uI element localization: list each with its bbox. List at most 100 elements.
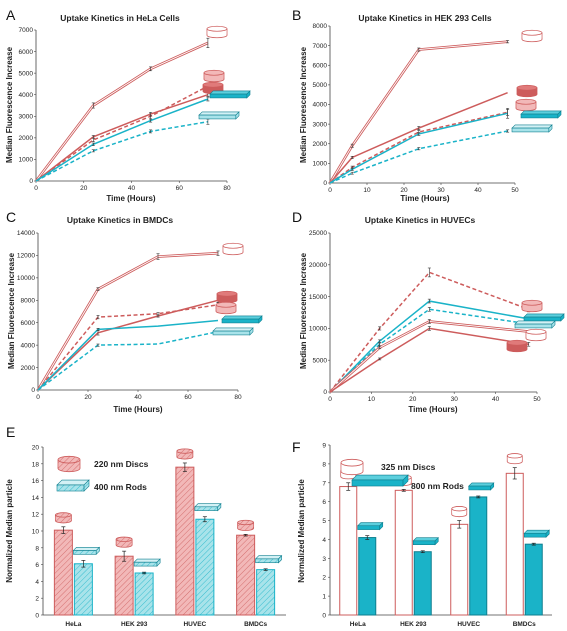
- series-line: [329, 271, 529, 393]
- rod-top: [523, 529, 550, 534]
- rod-face: [73, 550, 97, 555]
- disc-top: [215, 301, 237, 308]
- rod-side: [217, 502, 222, 512]
- rod-top: [514, 320, 556, 325]
- series-line-inner: [35, 42, 209, 182]
- disc-solid-icon: [216, 290, 238, 304]
- disc-fill: [116, 539, 132, 546]
- rod-top: [254, 555, 283, 560]
- category-label: HEK 293: [400, 621, 427, 628]
- disc-outline-icon: [525, 328, 547, 342]
- bar-rect: [524, 543, 543, 616]
- disc-hatched-icon: [54, 512, 72, 524]
- rod-side: [548, 124, 553, 133]
- series-line-outer: [329, 320, 529, 393]
- rod-dashed-icon: [198, 111, 240, 120]
- y-tick-label: 8: [322, 461, 326, 468]
- bar: [194, 502, 222, 616]
- bar: [133, 558, 161, 616]
- bar-rect: [236, 534, 256, 616]
- category-label: BMDCs: [244, 621, 267, 628]
- category-label: HeLa: [65, 621, 81, 628]
- disc-top: [202, 81, 224, 88]
- y-tick-label: 20000: [309, 262, 327, 269]
- x-tick-label: 40: [128, 185, 136, 192]
- rod-solid-icon: [523, 529, 550, 538]
- bar: [175, 448, 195, 616]
- disc-solid-icon: [516, 84, 538, 98]
- x-axis-label: Time (Hours): [106, 194, 156, 203]
- y-tick-label: 6000: [313, 62, 328, 69]
- rod-top: [133, 558, 161, 563]
- y-tick-label: 4000: [19, 92, 34, 99]
- y-axis-label: Median Fluorescence Increase: [299, 46, 308, 163]
- bar-rect: [450, 523, 469, 616]
- disc-top: [515, 98, 537, 105]
- rod-side: [156, 558, 161, 567]
- disc-top: [340, 458, 364, 467]
- x-tick-label: 60: [184, 394, 192, 401]
- disc-fill: [507, 342, 527, 350]
- disc-fill: [216, 304, 236, 312]
- disc-hatched-icon: [115, 536, 133, 548]
- disc-fill: [207, 28, 227, 36]
- rod-hatched-icon: [72, 546, 101, 556]
- disc-outline-icon: [451, 506, 468, 518]
- disc-top: [115, 536, 133, 542]
- rod-hatched-icon: [133, 558, 161, 567]
- panel-f: F 0 1 2 3 4 5 6 7 8 9 Normalized Median particle HeL…: [292, 439, 552, 628]
- rod-top: [198, 111, 240, 116]
- series-teal-solid: [35, 96, 210, 182]
- y-tick-label: 3000: [19, 113, 34, 120]
- y-tick-label: 5000: [313, 82, 328, 89]
- disc-fill: [516, 101, 536, 109]
- rod-side: [278, 555, 282, 564]
- rod-face: [198, 114, 237, 120]
- disc-outline-icon: [506, 453, 523, 465]
- y-tick-label: 7000: [313, 43, 328, 50]
- y-tick-label: 15000: [309, 294, 327, 301]
- x-tick-label: 50: [511, 187, 519, 194]
- rod-solid-icon: [412, 536, 439, 546]
- x-tick-label: 20: [409, 396, 417, 403]
- rod-face: [221, 318, 260, 324]
- rod-side: [557, 110, 562, 119]
- y-tick-label: 0: [322, 613, 326, 620]
- legend-item: 325 nm Discs: [340, 458, 436, 476]
- rod-face: [468, 485, 491, 491]
- series-red-solid: [329, 326, 531, 393]
- bar-rect: [339, 486, 358, 616]
- disc-fill: [522, 32, 542, 40]
- y-tick-label: 25000: [309, 230, 327, 237]
- y-axis-label: Median Fluorescence Increase: [5, 46, 14, 163]
- series-red-double: [329, 319, 531, 393]
- series-teal-dashed: [37, 329, 220, 391]
- series-teal-dashed: [35, 118, 210, 182]
- panel-label: A: [6, 7, 16, 23]
- y-tick-label: 14000: [17, 230, 35, 237]
- y-tick-label: 0: [35, 613, 39, 620]
- y-tick-label: 16: [32, 478, 40, 485]
- y-tick-label: 7: [322, 480, 326, 487]
- category-label: HUVEC: [457, 621, 480, 628]
- bar-rect: [469, 496, 488, 616]
- disc-dashed-icon: [215, 301, 237, 315]
- disc-solid-icon: [506, 339, 528, 353]
- y-tick-label: 7000: [19, 27, 34, 34]
- y-tick-label: 1000: [313, 161, 328, 168]
- bar: [505, 453, 524, 616]
- rod-top: [72, 547, 101, 551]
- rod-face: [412, 540, 436, 546]
- rod-face: [133, 561, 158, 567]
- rod-face: [357, 525, 380, 530]
- panel-label: B: [292, 7, 301, 23]
- bar-rect: [73, 563, 93, 616]
- x-tick-label: 30: [451, 396, 459, 403]
- series-line: [329, 300, 529, 393]
- bar-rect: [53, 529, 73, 616]
- bar: [394, 474, 413, 616]
- rod-side: [545, 529, 550, 538]
- disc-fill: [217, 293, 237, 301]
- panel-a: A Uptake Kinetics in HeLa Cells 0 20 40 60 80 0…: [5, 7, 251, 203]
- disc-top: [525, 328, 547, 335]
